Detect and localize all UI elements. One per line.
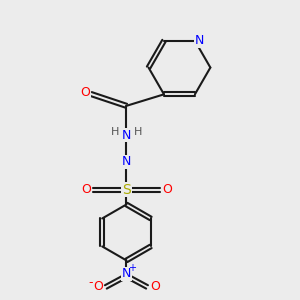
- Text: +: +: [128, 263, 136, 273]
- Text: N: N: [122, 155, 131, 168]
- Text: H: H: [111, 127, 119, 137]
- Text: H: H: [134, 127, 142, 137]
- Text: O: O: [162, 183, 172, 196]
- Text: O: O: [81, 183, 91, 196]
- Text: N: N: [122, 267, 131, 280]
- Text: O: O: [150, 280, 160, 293]
- Text: -: -: [89, 276, 93, 289]
- Text: N: N: [122, 129, 131, 142]
- Text: O: O: [93, 280, 103, 293]
- Text: S: S: [122, 183, 131, 197]
- Text: O: O: [80, 86, 90, 99]
- Text: N: N: [195, 34, 204, 47]
